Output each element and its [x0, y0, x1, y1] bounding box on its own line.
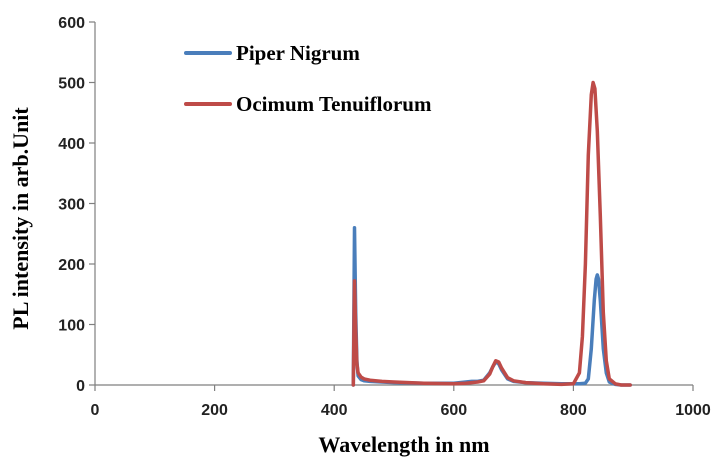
x-tick-label: 400 — [321, 402, 348, 419]
y-axis-title: PL intensity in arb.Unit — [8, 107, 33, 330]
y-tick-label: 300 — [58, 197, 85, 214]
series-line-ocimum-tenuiflorum — [351, 80, 632, 387]
x-tick-label: 200 — [201, 402, 228, 419]
legend-label-piper-nigrum: Piper Nigrum — [236, 41, 360, 65]
ticks: 0 100 200 300 400 500 600 0 200 400 600 800 1000 — [58, 15, 711, 419]
x-tick-label: 800 — [560, 402, 587, 419]
x-tick-label: 1000 — [675, 402, 711, 419]
legend: Piper Nigrum Ocimum Tenuiflorum — [184, 41, 432, 116]
series — [351, 80, 632, 387]
x-axis-title: Wavelength in nm — [318, 432, 489, 457]
y-tick-label: 500 — [58, 76, 85, 93]
y-tick-label: 100 — [58, 318, 85, 335]
y-tick-label: 600 — [58, 15, 85, 32]
y-tick-label: 200 — [58, 257, 85, 274]
series-line-piper-nigrum — [351, 225, 632, 387]
y-tick-label: 400 — [58, 136, 85, 153]
legend-label-ocimum-tenuiflorum: Ocimum Tenuiflorum — [236, 92, 432, 116]
x-tick-label: 0 — [91, 402, 100, 419]
y-tick-label: 0 — [76, 378, 85, 395]
x-tick-label: 600 — [440, 402, 467, 419]
